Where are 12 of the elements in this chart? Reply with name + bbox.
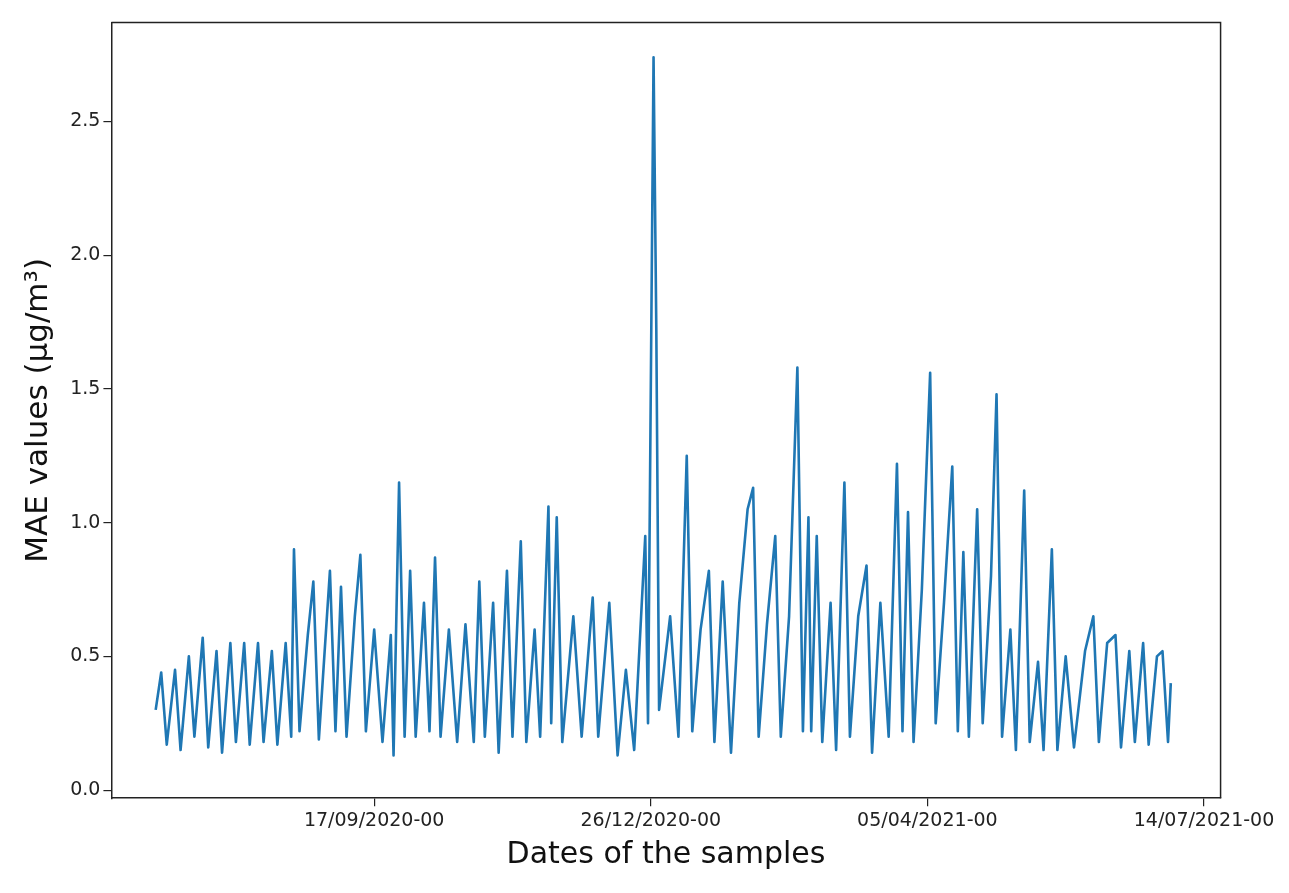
- x-tick-label: 05/04/2021-00: [857, 807, 998, 830]
- x-tick-label: 17/09/2020-00: [303, 807, 445, 830]
- y-axis-title: MAE values (µg/m³): [17, 257, 54, 563]
- x-axis-title: Dates of the samples: [506, 834, 826, 870]
- y-tick-label: 0.5: [70, 643, 101, 666]
- y-tick-label: 0.0: [70, 777, 101, 800]
- y-tick-label: 1.5: [70, 375, 101, 398]
- y-tick-label: 1.0: [70, 509, 101, 532]
- y-tick-label: 2.0: [70, 242, 101, 265]
- x-tick-label: 14/07/2021-00: [1133, 807, 1275, 830]
- x-tick-label: 26/12/2020-00: [580, 807, 722, 830]
- y-tick-label: 2.5: [70, 108, 101, 131]
